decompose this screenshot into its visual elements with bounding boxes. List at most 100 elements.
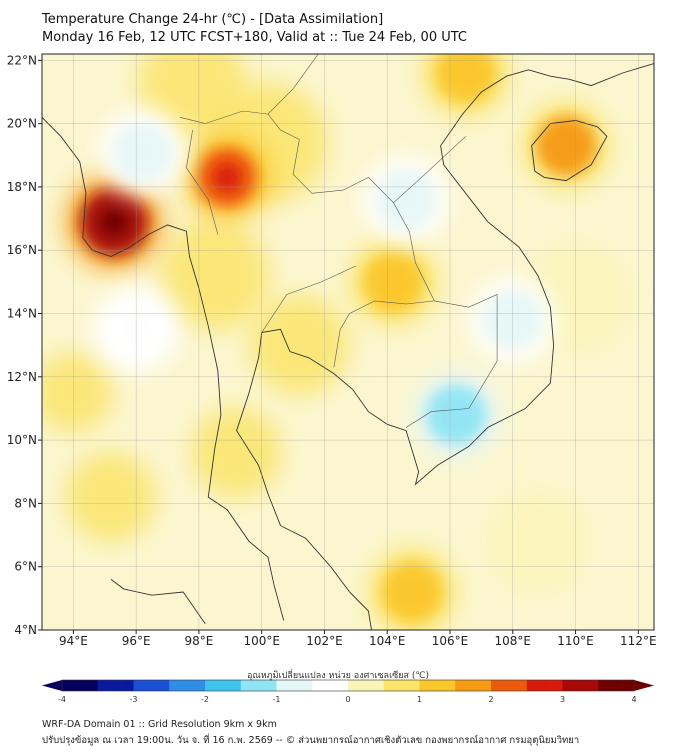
field-patch [487,491,588,592]
colorbar-segment [336,680,349,691]
colorbar-segment [97,680,110,691]
field-patch [66,452,157,543]
colorbar-segment [431,680,444,691]
colorbar-segment [228,680,242,691]
colorbar-segment [205,680,218,691]
colorbar-segment [586,680,599,691]
colorbar: -4 -3 -2 -1 0 1 2 3 4 [42,679,654,704]
colorbar-segment [145,680,158,691]
colorbar-frame [61,679,635,692]
colorbar-segment [288,680,301,691]
colorbar-segment [538,680,551,691]
colorbar-segment [133,680,146,691]
colorbar-segment [514,680,528,691]
colorbar-segment [252,680,265,691]
y-tick-label: 20°N [7,117,37,131]
gridlines [42,54,654,630]
colorbar-tick-label: 4 [631,695,636,704]
colorbar-segment [169,680,182,691]
field-peak-warm-north-thailand [213,163,242,192]
colorbar-segment [502,680,516,691]
x-tick-label: 110°E [557,634,594,648]
colorbar-tick-label: -3 [130,695,138,704]
colorbar-segment [73,680,87,691]
y-axis: 4°N 6°N 8°N 10°N 12°N 14°N 16°N 18°N 20°N 22°N [7,53,42,637]
border-line [267,54,319,115]
y-tick-label: 16°N [7,243,37,257]
y-tick-label: 18°N [7,180,37,194]
colorbar-segment [300,680,313,691]
field-patch [159,220,270,331]
colorbar-segment [383,680,396,691]
y-tick-label: 10°N [7,433,37,447]
colorbar-segment [121,680,134,691]
y-tick-label: 12°N [7,370,37,384]
x-tick-label: 108°E [495,634,532,648]
y-tick-label: 4°N [14,623,37,637]
border-line [186,129,219,235]
colorbar-segment [62,680,75,691]
coastline [110,579,206,624]
colorbar-segment [562,680,575,691]
colorbar-segment [193,680,206,691]
colorbar-segment [598,680,611,691]
field-peak-warm-core-myanmar-coast [100,207,129,236]
coastlines [42,54,654,630]
colorbar-segment [610,680,623,691]
chart-subtitle: Monday 16 Feb, 12 UTC FCST+180, Valid at… [42,30,467,45]
x-tick-label: 106°E [432,634,469,648]
colorbar-max-arrow [634,680,654,691]
colorbar-segment [276,680,289,691]
colorbar-tick-label: 0 [345,695,350,704]
coastline [349,591,372,630]
colorbar-segment [240,680,253,691]
colorbar-segment [371,680,385,691]
colorbar-segment [419,680,432,691]
field-patch [249,295,350,396]
x-tick-label: 96°E [122,634,151,648]
colorbar-segment [407,680,420,691]
y-tick-label: 22°N [7,53,37,67]
colorbar-segment [622,680,635,691]
coastline [42,116,285,621]
x-tick-label: 112°E [620,634,657,648]
colorbar-segment [491,680,504,691]
colorbar-segment [109,680,122,691]
colorbar-segment [443,680,456,691]
footer-update-info: ปรับปรุงข้อมูล ณ เวลา 19:00น. วัน จ. ที่… [42,735,580,746]
colorbar-tick-label: 1 [417,695,422,704]
colorbar-segment [85,680,99,691]
colorbar-segment [574,680,587,691]
x-tick-label: 102°E [306,634,343,648]
y-tick-label: 8°N [14,496,37,510]
colorbar-segment [312,680,325,691]
colorbar-segment [324,680,337,691]
chart-title: Temperature Change 24-hr (℃) - [Data Ass… [42,12,384,27]
field-core-cool-gulf-mekong [426,384,487,445]
field-core-warm-south-sea [382,562,443,623]
colorbar-segment [181,680,194,691]
colorbar-segment [526,680,539,691]
colorbar-segment [479,680,492,691]
colorbar-segment [157,680,170,691]
colorbar-label: อุณหภูมิเปลี่ยนแปลง หน่วย องศาเซลเซียส (… [246,671,430,681]
x-axis: 94°E 96°E 98°E 100°E 102°E 104°E 106°E 108°E 110… [59,630,657,648]
x-tick-label: 100°E [243,634,280,648]
colorbar-segment [455,680,468,691]
colorbar-segment [467,680,480,691]
x-tick-label: 98°E [184,634,213,648]
colorbar-min-arrow [42,680,62,691]
border-line [393,136,466,203]
colorbar-segment [395,680,408,691]
field-core-cool-bay-of-bengal [112,122,173,183]
coastline [531,120,608,182]
plot-frame [41,53,655,631]
colorbar-segment [359,680,373,691]
field-core-cool-laos [376,169,437,230]
colorbar-tick-label: -2 [201,695,209,704]
colorbar-segment [264,680,277,691]
colorbar-tick-label: 3 [560,695,565,704]
footer-model-info: WRF-DA Domain 01 :: Grid Resolution 9km … [42,719,277,730]
field-core-warm-north-vietnam [435,54,496,103]
